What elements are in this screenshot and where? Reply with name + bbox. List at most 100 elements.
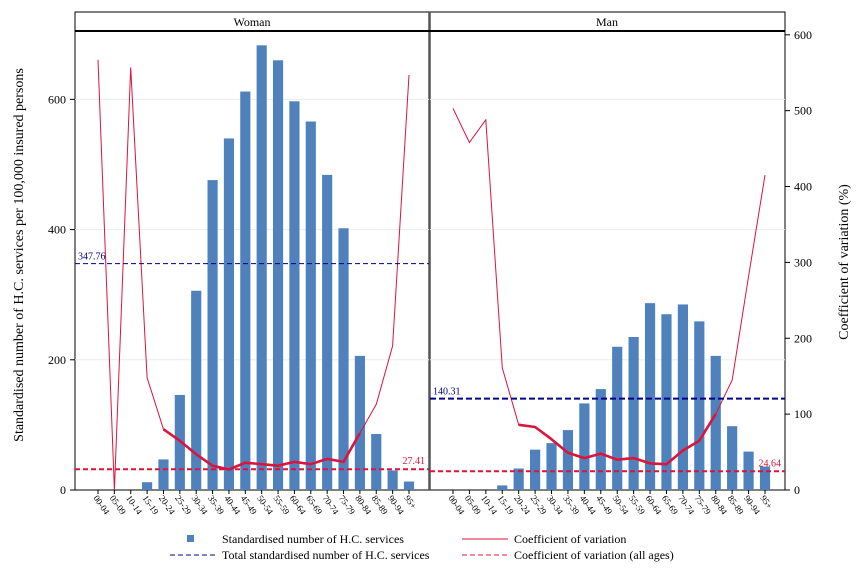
panel-man: Man <box>429 11 786 491</box>
legend: Standardised number of H.C. services Coe… <box>170 532 674 562</box>
x-tick-label-man: 00-04 <box>446 493 467 516</box>
left-axis: 0 200 400 600 <box>48 92 75 497</box>
x-tick-label-woman: 35-39 <box>206 493 227 516</box>
bar-woman-65-69 <box>305 121 316 491</box>
x-tick-label-man: 20-24 <box>512 493 533 516</box>
x-tick-label-man: 35-39 <box>561 493 582 516</box>
legend-total-label: Total standardised number of H.C. servic… <box>222 548 430 562</box>
panel-woman-title: Woman <box>233 15 270 29</box>
x-tick-label-woman: 25-29 <box>173 493 194 516</box>
y-left-axis-title: Standardised number of H.C. services per… <box>12 68 27 442</box>
bar-woman-60-64 <box>289 101 300 491</box>
x-tick-label-woman: 15-19 <box>140 493 161 516</box>
x-tick-label-woman: 60-64 <box>288 493 309 516</box>
bar-woman-90-94 <box>387 470 398 490</box>
x-tick-label-woman: 70-74 <box>321 493 342 516</box>
y-right-tick-label: 100 <box>794 407 812 421</box>
y-right-tick-label: 400 <box>794 180 812 194</box>
bar-woman-85-89 <box>371 434 382 490</box>
x-tick-label-woman: 90-94 <box>386 493 407 516</box>
bar-woman-45-49 <box>240 91 251 490</box>
bar-man-75-79 <box>694 321 705 490</box>
x-tick-label-woman: 10-14 <box>124 493 145 516</box>
y-left-tick-label: 0 <box>60 483 66 497</box>
x-tick-label-woman: 55-59 <box>271 493 292 516</box>
legend-bar-swatch <box>187 535 194 542</box>
bar-woman-40-44 <box>223 138 235 490</box>
bar-man-70-74 <box>677 304 688 490</box>
x-tick-label-woman: 40-44 <box>222 493 243 516</box>
x-tick-label-woman: 65-69 <box>304 493 325 516</box>
x-tick-label-woman: 00-04 <box>91 493 112 516</box>
x-tick-label-woman: 20-24 <box>157 493 178 516</box>
bar-man-95+ <box>759 466 771 490</box>
x-tick-label-woman: 50-54 <box>255 493 276 516</box>
x-tick-label-woman: 05-09 <box>108 493 129 516</box>
bar-man-35-39 <box>562 430 574 490</box>
bar-man-15-19 <box>497 485 508 490</box>
bar-man-25-29 <box>530 449 541 490</box>
y-left-tick-label: 200 <box>48 353 66 367</box>
y-right-tick-label: 0 <box>794 483 800 497</box>
x-tick-label-man: 85-89 <box>726 493 747 516</box>
y-right-tick-label: 600 <box>794 28 812 42</box>
x-tick-label-man: 80-84 <box>709 493 730 516</box>
x-tick-label-woman: 80-84 <box>353 493 374 516</box>
right-axis: 0 100 200 300 400 500 600 <box>785 28 812 497</box>
legend-cv-all-label: Coefficient of variation (all ages) <box>514 548 674 562</box>
bar-man-90-94 <box>743 451 754 490</box>
bar-man-85-89 <box>727 426 738 490</box>
x-tick-label-man: 60-64 <box>643 493 664 516</box>
x-tick-label-woman: 30-34 <box>190 493 211 516</box>
bar-man-40-44 <box>579 403 590 490</box>
bar-woman-95+ <box>403 481 415 490</box>
x-tick-label-man: 50-54 <box>611 493 632 516</box>
x-tick-label-man: 30-34 <box>545 493 566 516</box>
y-right-tick-label: 200 <box>794 331 812 345</box>
legend-bar-label: Standardised number of H.C. services <box>222 532 404 546</box>
panel-man-title: Man <box>596 15 618 29</box>
bar-woman-15-19 <box>142 482 153 490</box>
bar-man-50-54 <box>612 346 623 490</box>
bar-woman-80-84 <box>354 355 365 490</box>
bar-woman-35-39 <box>207 180 218 490</box>
y-right-axis-title: Coefficient of variation (%) <box>837 184 852 340</box>
bar-man-45-49 <box>595 389 606 490</box>
y-left-tick-label: 400 <box>48 223 66 237</box>
cv-all-label-woman: 27.41 <box>403 456 426 467</box>
bar-woman-75-79 <box>338 228 349 490</box>
bar-woman-25-29 <box>174 394 185 490</box>
x-tick-label-man: 55-59 <box>627 493 648 516</box>
x-tick-label-woman: 85-89 <box>370 493 391 516</box>
x-tick-label-man: 90-94 <box>742 493 763 516</box>
legend-cv-label: Coefficient of variation <box>514 532 626 546</box>
bar-man-30-34 <box>546 443 557 490</box>
x-tick-label-man: 40-44 <box>578 493 599 516</box>
x-tick-label-man: 65-69 <box>660 493 681 516</box>
bar-woman-55-59 <box>272 60 284 490</box>
x-tick-label-man: 70-74 <box>676 493 697 516</box>
cv-line-thick-man <box>518 413 717 466</box>
bar-man-55-59 <box>628 337 639 490</box>
y-left-tick-label: 600 <box>48 92 66 106</box>
y-right-tick-label: 500 <box>794 104 812 118</box>
total-label-man: 140.31 <box>433 387 461 398</box>
bar-woman-70-74 <box>322 174 333 490</box>
x-tick-label-woman: 45-49 <box>239 493 260 516</box>
x-tick-label-man: 15-19 <box>496 493 517 516</box>
bar-man-65-69 <box>661 314 672 490</box>
cv-all-label-man: 24.64 <box>759 458 782 469</box>
y-right-tick-label: 300 <box>794 255 812 269</box>
bar-man-20-24 <box>513 468 524 490</box>
total-label-woman: 347.76 <box>78 252 106 263</box>
bar-woman-30-34 <box>191 290 202 490</box>
x-tick-label-man: 45-49 <box>594 493 615 516</box>
x-tick-label-man: 75-79 <box>693 493 714 516</box>
x-tick-label-man: 10-14 <box>479 493 500 516</box>
bar-man-60-64 <box>644 303 656 490</box>
x-tick-label-man: 25-29 <box>528 493 549 516</box>
bar-man-80-84 <box>710 355 721 490</box>
bar-woman-50-54 <box>256 45 267 491</box>
panel-woman: Woman <box>74 11 430 491</box>
